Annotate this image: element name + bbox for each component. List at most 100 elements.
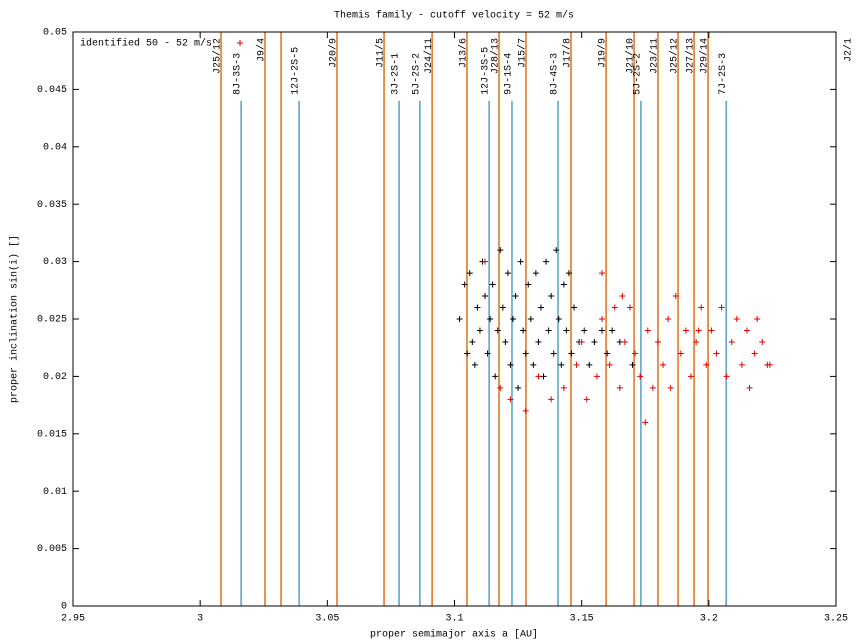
point — [504, 270, 511, 277]
point — [693, 338, 700, 345]
point — [626, 304, 633, 311]
resonance-label: J2/1 — [843, 38, 855, 62]
point — [571, 304, 578, 311]
plot-area — [220, 32, 773, 606]
point — [553, 247, 560, 254]
point — [499, 304, 506, 311]
point — [558, 361, 565, 368]
point — [583, 396, 590, 403]
point — [474, 304, 481, 311]
point — [461, 281, 468, 288]
point — [535, 373, 542, 380]
three-body-label: 8J-4S-3 — [550, 53, 561, 95]
three-body-label: 9J-1S-4 — [504, 53, 515, 95]
point — [565, 270, 572, 277]
y-tick-label: 0.01 — [43, 487, 67, 498]
y-tick-label: 0.025 — [37, 315, 67, 326]
x-tick-label: 2.95 — [61, 614, 85, 625]
x-tick-label: 3.15 — [570, 614, 594, 625]
point — [509, 316, 516, 322]
point — [751, 350, 758, 357]
three-body-label: 7J-2S-3 — [718, 53, 729, 95]
point — [642, 419, 649, 426]
point — [543, 258, 550, 265]
point — [743, 327, 750, 334]
point — [654, 338, 661, 345]
point — [530, 361, 537, 368]
point — [728, 338, 735, 345]
point — [527, 316, 534, 322]
legend-label: identified 50 - 52 m/s — [80, 38, 212, 50]
resonance-label: J17/8 — [562, 38, 574, 68]
point — [515, 384, 522, 391]
y-tick-label: 0.03 — [43, 257, 67, 268]
point — [665, 316, 672, 322]
point — [522, 407, 529, 414]
point — [599, 327, 606, 334]
resonance-label: J9/4 — [256, 38, 268, 62]
point — [649, 384, 656, 391]
point — [619, 293, 626, 300]
point — [593, 373, 600, 380]
resonance-label: J25/12 — [669, 38, 681, 74]
point — [471, 361, 478, 368]
point — [548, 396, 555, 403]
point — [497, 384, 504, 391]
resonance-label: J15/7 — [517, 38, 529, 68]
point — [535, 338, 542, 345]
point — [644, 327, 651, 334]
point — [578, 338, 585, 345]
y-tick-label: 0 — [61, 602, 67, 613]
three-body-label: 12J-3S-5 — [481, 47, 492, 95]
x-tick-label: 3.25 — [824, 614, 848, 625]
point — [466, 270, 473, 277]
point — [599, 270, 606, 277]
three-body-label: 8J-3S-3 — [233, 53, 244, 95]
point — [718, 304, 725, 311]
point — [476, 327, 483, 334]
y-tick-label: 0.035 — [37, 200, 67, 211]
x-tick-label: 3 — [197, 614, 203, 625]
point — [489, 281, 496, 288]
resonance-label: J21/10 — [625, 38, 637, 74]
point — [540, 373, 547, 380]
legend-marker — [237, 40, 244, 46]
point — [682, 327, 689, 334]
point — [695, 327, 702, 334]
resonance-label: J19/9 — [597, 38, 609, 68]
point — [548, 293, 555, 300]
point — [573, 361, 580, 368]
point — [522, 350, 529, 357]
point — [482, 293, 489, 300]
point — [482, 258, 489, 265]
point — [545, 327, 552, 334]
three-body-label: 5J-2S-2 — [633, 53, 644, 95]
point — [456, 316, 463, 322]
point — [568, 350, 575, 357]
point — [560, 384, 567, 391]
point — [616, 338, 623, 345]
point — [512, 293, 519, 300]
point — [672, 293, 679, 300]
point — [703, 361, 710, 368]
point — [660, 361, 667, 368]
resonance-label: J23/11 — [649, 38, 661, 74]
point — [604, 350, 611, 357]
point — [581, 327, 588, 334]
point — [487, 316, 494, 322]
resonance-label: J27/13 — [685, 38, 697, 74]
point — [532, 270, 539, 277]
point — [766, 361, 773, 368]
point — [492, 373, 499, 380]
point — [677, 350, 684, 357]
point — [621, 338, 628, 345]
point — [591, 338, 598, 345]
point — [537, 304, 544, 311]
point — [525, 281, 532, 288]
resonance-label: J28/13 — [490, 38, 502, 74]
point — [759, 338, 766, 345]
point — [507, 361, 514, 368]
y-tick-label: 0.05 — [43, 28, 67, 39]
point — [733, 316, 740, 322]
